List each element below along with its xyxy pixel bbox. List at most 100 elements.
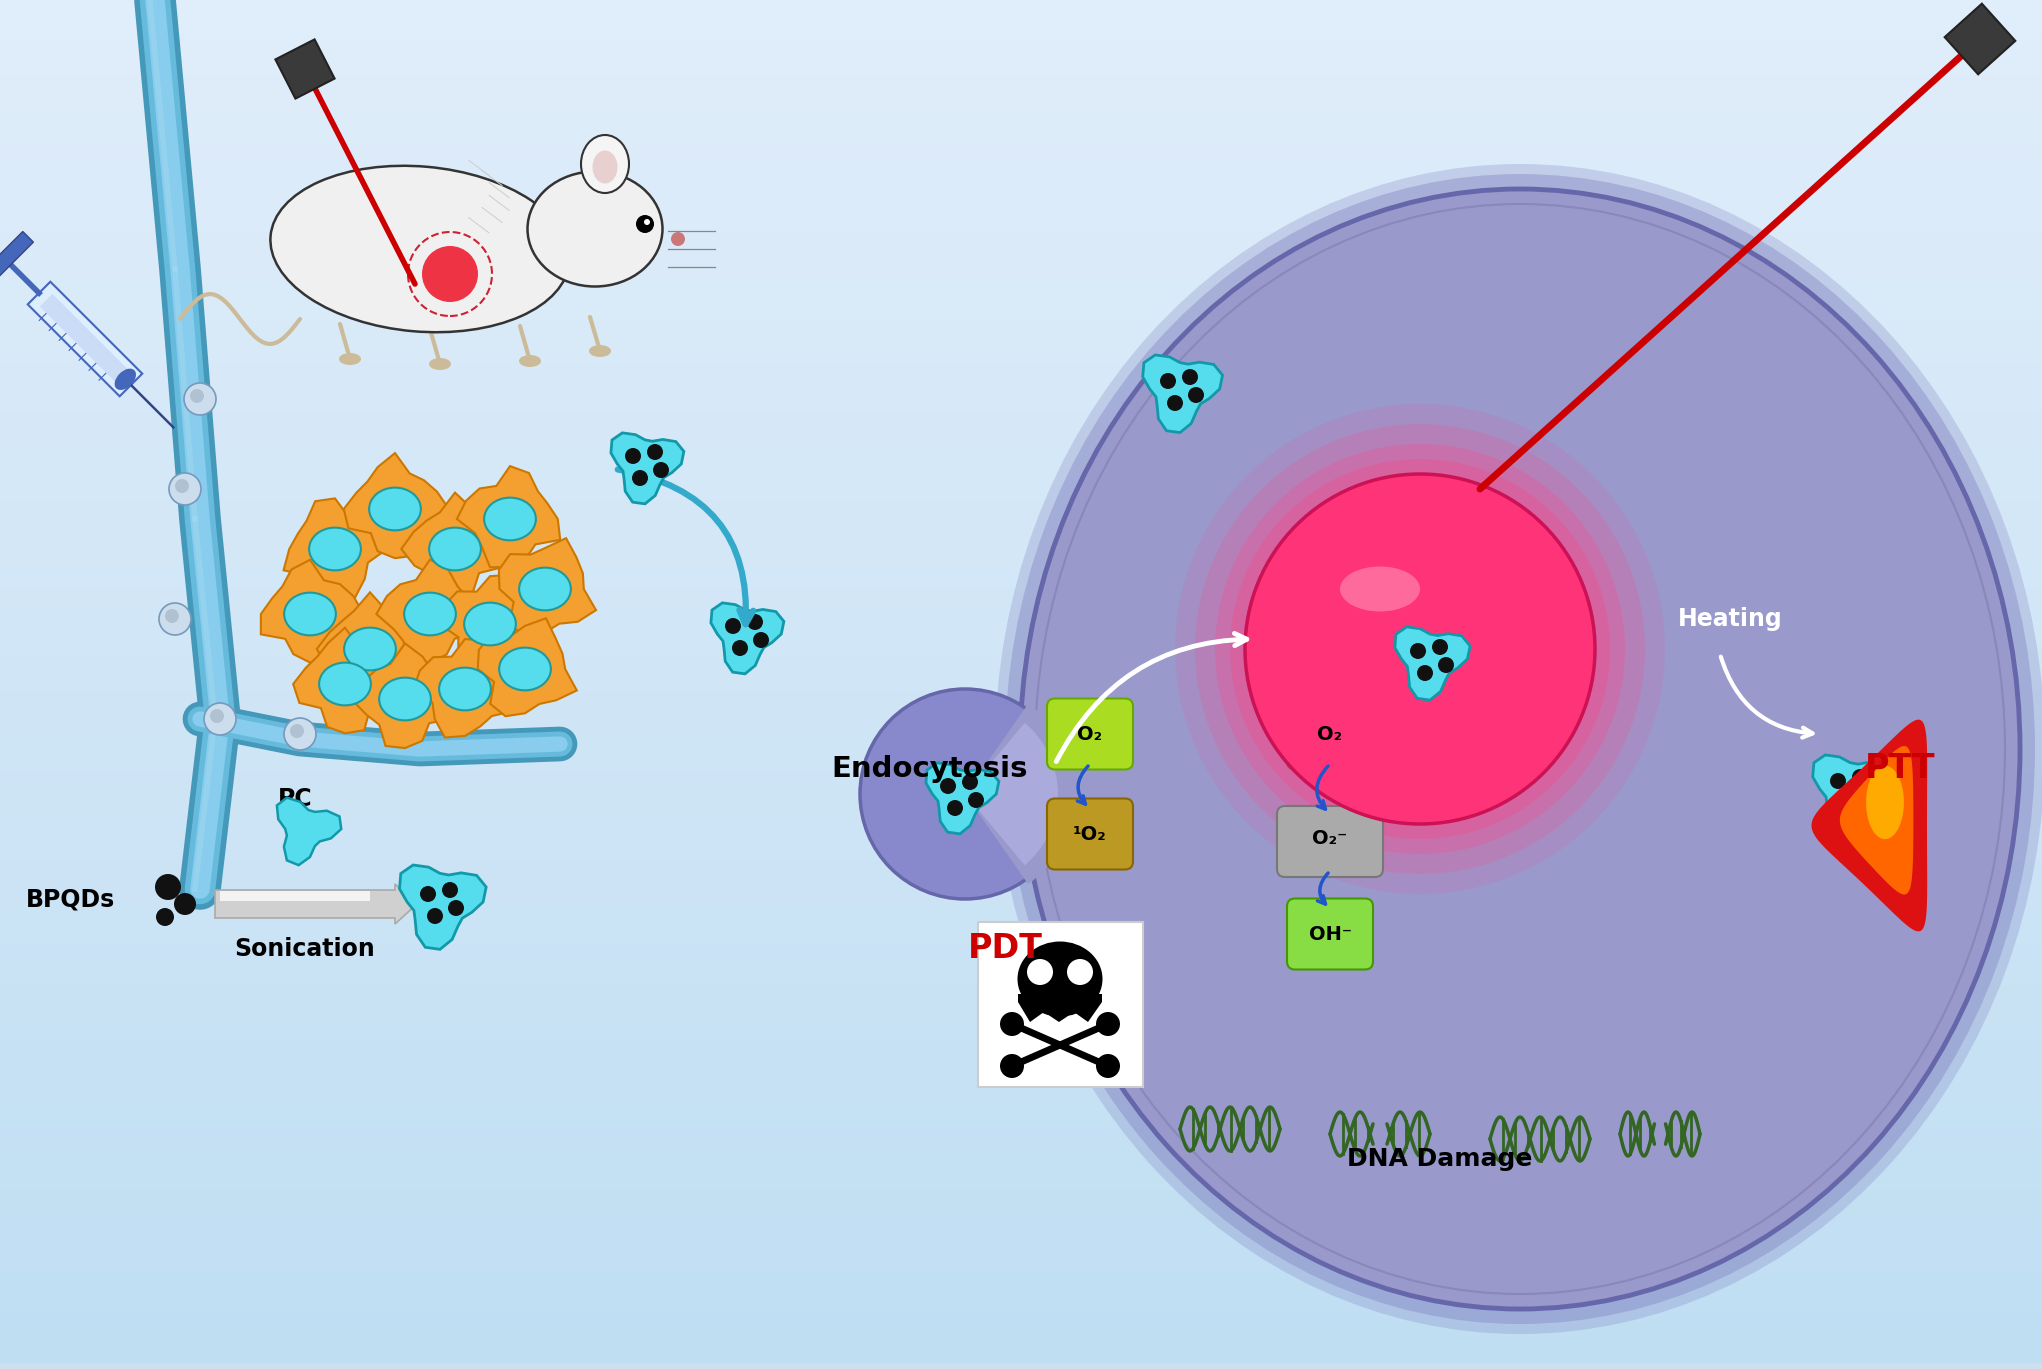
Polygon shape <box>1395 627 1470 700</box>
Bar <box>0 1102 2042 1109</box>
Bar <box>0 281 2042 287</box>
Circle shape <box>284 717 317 750</box>
Bar <box>0 335 2042 342</box>
Ellipse shape <box>308 527 361 571</box>
Bar <box>0 459 2042 465</box>
Circle shape <box>165 609 180 623</box>
Bar <box>0 233 2042 240</box>
Bar <box>0 1027 2042 1034</box>
Text: Endocytosis: Endocytosis <box>831 754 1029 783</box>
Bar <box>0 979 2042 986</box>
Bar <box>0 1232 2042 1239</box>
Bar <box>0 137 2042 144</box>
Bar <box>0 1177 2042 1184</box>
Bar <box>0 596 2042 602</box>
Ellipse shape <box>114 368 137 390</box>
Bar <box>0 1095 2042 1102</box>
Bar <box>0 116 2042 123</box>
Bar <box>0 1034 2042 1040</box>
Bar <box>0 1157 2042 1164</box>
Polygon shape <box>39 294 131 385</box>
Circle shape <box>1182 370 1199 385</box>
Bar <box>0 650 2042 657</box>
Ellipse shape <box>1005 174 2036 1324</box>
Bar <box>0 397 2042 404</box>
Polygon shape <box>925 763 999 834</box>
Text: O₂: O₂ <box>1317 724 1342 743</box>
Polygon shape <box>498 538 596 635</box>
Bar <box>0 226 2042 233</box>
Polygon shape <box>376 560 480 663</box>
Bar <box>0 637 2042 643</box>
Text: Heating: Heating <box>1679 606 1783 631</box>
Bar <box>0 794 2042 801</box>
Bar <box>0 68 2042 75</box>
Circle shape <box>653 461 670 478</box>
Bar <box>0 164 2042 171</box>
Circle shape <box>1027 960 1054 986</box>
Bar <box>0 1246 2042 1253</box>
Polygon shape <box>1840 746 1913 894</box>
Bar <box>0 1184 2042 1191</box>
Bar <box>0 842 2042 849</box>
Polygon shape <box>400 865 486 949</box>
Bar <box>0 548 2042 554</box>
Bar <box>0 493 2042 500</box>
Bar <box>0 411 2042 418</box>
Polygon shape <box>711 602 784 674</box>
Bar <box>0 938 2042 945</box>
Bar <box>0 1013 2042 1020</box>
Circle shape <box>176 479 190 493</box>
Bar <box>0 34 2042 41</box>
Bar <box>0 1301 2042 1307</box>
Circle shape <box>939 778 956 794</box>
FancyBboxPatch shape <box>1286 898 1372 969</box>
Bar <box>0 1273 2042 1280</box>
Bar <box>0 130 2042 137</box>
Bar <box>0 62 2042 68</box>
Ellipse shape <box>404 593 455 635</box>
Bar <box>0 424 2042 431</box>
Bar <box>0 21 2042 27</box>
Bar <box>0 1287 2042 1294</box>
Ellipse shape <box>582 136 629 193</box>
Polygon shape <box>261 560 363 663</box>
Circle shape <box>1215 444 1625 854</box>
Polygon shape <box>1813 754 1893 832</box>
Bar <box>0 1123 2042 1129</box>
Circle shape <box>747 615 764 630</box>
Bar <box>0 1075 2042 1082</box>
Ellipse shape <box>429 527 480 571</box>
Circle shape <box>1001 1054 1023 1077</box>
Polygon shape <box>1866 765 1903 839</box>
Circle shape <box>1097 1012 1119 1036</box>
Bar <box>0 849 2042 856</box>
Bar <box>0 418 2042 424</box>
Bar <box>0 589 2042 596</box>
Bar <box>0 1348 2042 1355</box>
Bar <box>0 897 2042 904</box>
Bar <box>0 835 2042 842</box>
Text: PDT: PDT <box>968 932 1041 965</box>
Bar <box>0 452 2042 459</box>
Bar <box>0 103 2042 110</box>
Circle shape <box>1838 795 1852 810</box>
Bar <box>0 883 2042 890</box>
Bar <box>0 561 2042 568</box>
Bar <box>0 657 2042 664</box>
Bar <box>0 1088 2042 1095</box>
Circle shape <box>447 899 464 916</box>
Bar <box>0 1280 2042 1287</box>
FancyBboxPatch shape <box>1048 798 1133 869</box>
Bar <box>0 48 2042 55</box>
Bar <box>0 27 2042 34</box>
Circle shape <box>1068 960 1092 986</box>
Polygon shape <box>29 282 143 396</box>
Polygon shape <box>412 639 517 738</box>
Bar <box>0 520 2042 527</box>
Circle shape <box>1438 657 1454 674</box>
Bar <box>0 958 2042 965</box>
Bar <box>0 780 2042 787</box>
Bar <box>0 1218 2042 1225</box>
Ellipse shape <box>464 602 517 645</box>
